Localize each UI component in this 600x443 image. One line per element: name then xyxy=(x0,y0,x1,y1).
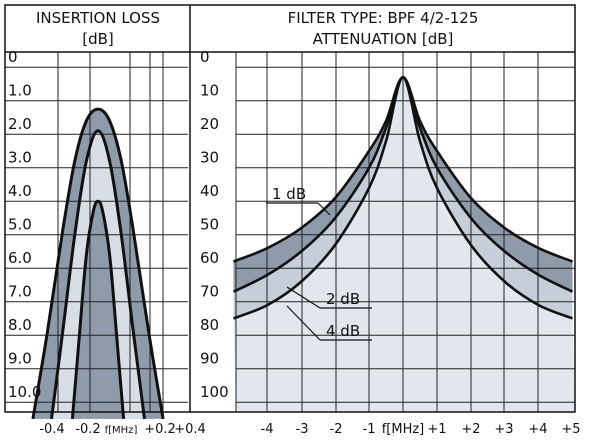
right-y-tick-label: 10 xyxy=(200,82,219,100)
right-curve-layer xyxy=(232,76,574,320)
right-y-tick-label: 80 xyxy=(200,316,219,334)
left-unit: [dB] xyxy=(82,30,114,48)
left-fill-layer xyxy=(32,109,164,419)
right-curve-3 xyxy=(233,76,573,320)
right-x-tick-label: +1 xyxy=(427,422,446,437)
series-label-leader xyxy=(286,305,321,341)
left-curve xyxy=(50,129,146,420)
series-label-leader xyxy=(317,202,331,216)
left-curve-layer xyxy=(31,107,165,420)
outer-frame xyxy=(4,4,576,413)
left-y-tick-labels: 0 1.0 2.0 3.0 4.0 5.0 6.0 7.0 8.0 9.0 10.0 xyxy=(8,48,41,401)
right-x-axis-label: f[MHz] xyxy=(382,422,425,437)
right-area-fill xyxy=(233,77,575,413)
right-x-tick-label: -4 xyxy=(261,422,274,437)
left-y-tick-label: 4.0 xyxy=(8,182,32,200)
left-grid xyxy=(5,52,188,412)
series-labels: 1 dB 2 dB 4 dB xyxy=(266,185,372,341)
left-x-tick-label: -0.4 xyxy=(39,422,64,437)
right-ylabel: ATTENUATION [dB] xyxy=(313,30,454,48)
right-y-tick-label: 30 xyxy=(200,149,219,167)
right-grid xyxy=(235,52,576,412)
left-y-tick-label: 0 xyxy=(8,48,18,66)
right-y-tick-label: 20 xyxy=(200,115,219,133)
right-y-tick-label: 100 xyxy=(200,383,229,401)
right-x-tick-labels: -4 -3 -2 -1 +1 +2 +3 +4 +5 f[MHz] xyxy=(261,422,581,437)
left-x-axis-label: f[MHz] xyxy=(105,425,138,436)
left-x-tick-label: +0.2 xyxy=(144,422,176,437)
left-x-tick-label: +0.4 xyxy=(174,422,206,437)
right-x-tick-label: -1 xyxy=(363,422,376,437)
right-y-tick-label: 90 xyxy=(200,350,219,368)
left-y-tick-label: 7.0 xyxy=(8,283,32,301)
right-band-fill xyxy=(233,77,573,319)
left-band-fill xyxy=(72,201,124,419)
left-y-tick-label: 1.0 xyxy=(8,82,32,100)
left-y-tick-label: 8.0 xyxy=(8,316,32,334)
left-title: INSERTION LOSS xyxy=(36,9,160,27)
series-label-leader xyxy=(286,286,321,309)
right-x-tick-label: +4 xyxy=(528,422,547,437)
right-x-tick-label: -2 xyxy=(330,422,343,437)
series-label-1: 1 dB xyxy=(272,185,306,203)
left-y-tick-label: 2.0 xyxy=(8,115,32,133)
right-y-tick-labels: 0 10 20 30 40 50 60 70 80 90 100 xyxy=(200,48,229,401)
right-y-tick-label: 50 xyxy=(200,216,219,234)
left-y-tick-label: 9.0 xyxy=(8,350,32,368)
left-curve xyxy=(31,107,165,420)
series-label-3: 4 dB xyxy=(326,322,360,340)
left-y-tick-label: 6.0 xyxy=(8,249,32,267)
left-y-tick-label: 3.0 xyxy=(8,149,32,167)
right-y-tick-label: 70 xyxy=(200,283,219,301)
left-x-tick-labels: -0.4 -0.2 +0.2+0.4 f[MHz] xyxy=(39,422,205,437)
right-x-tick-label: +3 xyxy=(494,422,513,437)
right-x-tick-label: +2 xyxy=(461,422,480,437)
left-x-tick-label: -0.2 xyxy=(75,422,100,437)
right-y-tick-label: 40 xyxy=(200,182,219,200)
left-y-tick-label: 5.0 xyxy=(8,216,32,234)
right-x-tick-label: +5 xyxy=(561,422,580,437)
left-y-tick-label: 10.0 xyxy=(8,383,41,401)
right-title: FILTER TYPE: BPF 4/2-125 xyxy=(288,9,479,27)
right-y-tick-label: 0 xyxy=(200,48,210,66)
right-x-tick-label: -3 xyxy=(296,422,309,437)
right-y-tick-label: 60 xyxy=(200,249,219,267)
series-label-2: 2 dB xyxy=(326,290,360,308)
left-curve xyxy=(70,199,126,420)
